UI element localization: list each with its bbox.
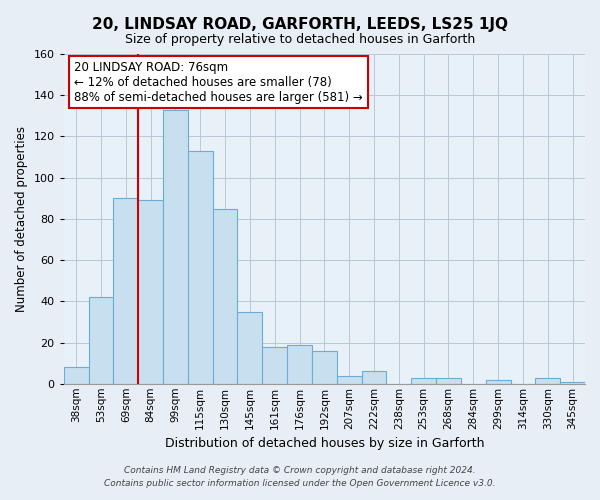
Bar [411, 378, 436, 384]
Text: Contains HM Land Registry data © Crown copyright and database right 2024.
Contai: Contains HM Land Registry data © Crown c… [104, 466, 496, 487]
Bar [238, 312, 262, 384]
Bar [262, 346, 287, 384]
Bar [337, 376, 362, 384]
Bar [113, 198, 138, 384]
Bar [89, 297, 113, 384]
Bar [212, 208, 238, 384]
Bar [138, 200, 163, 384]
Bar [188, 151, 212, 384]
X-axis label: Distribution of detached houses by size in Garforth: Distribution of detached houses by size … [164, 437, 484, 450]
Text: 20, LINDSAY ROAD, GARFORTH, LEEDS, LS25 1JQ: 20, LINDSAY ROAD, GARFORTH, LEEDS, LS25 … [92, 18, 508, 32]
Bar [535, 378, 560, 384]
Bar [64, 368, 89, 384]
Y-axis label: Number of detached properties: Number of detached properties [15, 126, 28, 312]
Text: 20 LINDSAY ROAD: 76sqm
← 12% of detached houses are smaller (78)
88% of semi-det: 20 LINDSAY ROAD: 76sqm ← 12% of detached… [74, 60, 363, 104]
Bar [362, 372, 386, 384]
Bar [287, 344, 312, 384]
Text: Size of property relative to detached houses in Garforth: Size of property relative to detached ho… [125, 32, 475, 46]
Bar [436, 378, 461, 384]
Bar [486, 380, 511, 384]
Bar [312, 351, 337, 384]
Bar [163, 110, 188, 384]
Bar [560, 382, 585, 384]
